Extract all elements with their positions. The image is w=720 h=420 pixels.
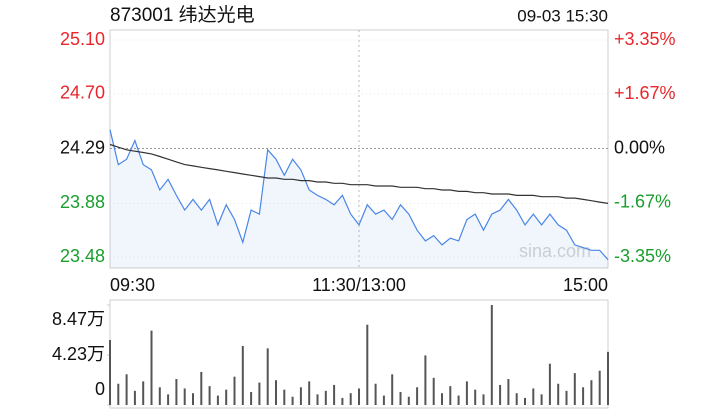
y2-tick-label: -3.35% [614, 246, 671, 266]
volume-bar [432, 377, 435, 405]
y2-tick-label: +3.35% [614, 29, 676, 49]
volume-bar [216, 395, 219, 405]
volume-bar [416, 387, 419, 405]
volume-bar [449, 386, 452, 405]
y-tick-label: 24.29 [60, 137, 105, 157]
volume-bar [142, 381, 145, 405]
y2-tick-label: 0.00% [614, 137, 665, 157]
price-line [109, 129, 609, 261]
volume-bar [515, 393, 518, 405]
volume-bar [540, 394, 543, 405]
volume-bar [482, 394, 485, 405]
y-tick-label: 8.47万 [52, 309, 105, 329]
volume-bar [324, 390, 327, 405]
timestamp: 09-03 15:30 [517, 6, 608, 25]
price-area [110, 129, 608, 268]
volume-bar [598, 370, 601, 405]
volume-bar [316, 394, 319, 405]
chart-title: 873001 纬达光电 [110, 4, 255, 26]
volume-bar [200, 371, 203, 405]
volume-bar [349, 393, 352, 405]
volume-bar [557, 383, 560, 405]
volume-bar [299, 387, 302, 405]
volume-bar [457, 395, 460, 405]
y2-tick-label: +1.67% [614, 83, 676, 103]
volume-bar [382, 395, 385, 405]
volume-bar [158, 387, 161, 405]
volume-bar [150, 330, 153, 405]
volume-bar [266, 348, 269, 405]
volume-bar [250, 392, 253, 405]
y-tick-label: 23.48 [60, 246, 105, 266]
volume-bar [183, 388, 186, 405]
volume-bar [366, 324, 369, 405]
volume-bar [499, 384, 502, 405]
volume-bar [391, 374, 394, 405]
volume-bar [233, 376, 236, 405]
volume-bar [358, 388, 360, 405]
y-tick-label: 23.88 [60, 192, 105, 212]
volume-bar [241, 345, 244, 405]
volume-bar [424, 355, 427, 405]
volume-bar [275, 380, 277, 405]
volume-bar [573, 373, 576, 405]
volume-bar [441, 393, 443, 405]
volume-bar [465, 381, 468, 405]
x-tick-label: 15:00 [563, 275, 608, 295]
volume-bar [125, 374, 128, 405]
volume-bar [283, 389, 286, 405]
volume-bar [175, 379, 178, 405]
volume-bar [590, 380, 593, 405]
volume-bar [308, 381, 311, 405]
volume-bar [167, 394, 170, 405]
volume-bar [225, 389, 228, 405]
volume-bar [133, 390, 136, 405]
x-tick-label: 11:30/13:00 [312, 275, 406, 295]
volume-bar [258, 382, 261, 405]
volume-bar [341, 397, 344, 405]
y2-tick-label: -1.67% [614, 191, 671, 211]
volume-bar [565, 390, 568, 405]
volume-bar [474, 389, 477, 405]
x-tick-label: 09:30 [110, 275, 155, 295]
volume-bar [333, 384, 336, 405]
volume-bar [532, 388, 535, 405]
volume-bar [374, 383, 377, 405]
y-tick-label: 0 [95, 379, 105, 399]
volume-bar [407, 396, 410, 405]
y-tick-label: 24.70 [60, 82, 105, 102]
volume-bar [117, 383, 120, 405]
volume-bar [109, 340, 111, 405]
watermark: sina.com [519, 241, 591, 261]
volume-bar [490, 305, 493, 405]
volume-bar [291, 396, 294, 405]
volume-bar [192, 393, 194, 405]
volume-bar [208, 386, 211, 405]
volume-bar [399, 392, 402, 405]
volume-bar [548, 363, 551, 405]
y-tick-label: 4.23万 [52, 344, 105, 364]
volume-bar [582, 387, 585, 405]
volume-bar [507, 379, 510, 405]
average-line [109, 143, 609, 204]
volume-bar [607, 351, 609, 405]
y-tick-label: 25.10 [60, 29, 105, 49]
volume-bar [524, 397, 526, 405]
